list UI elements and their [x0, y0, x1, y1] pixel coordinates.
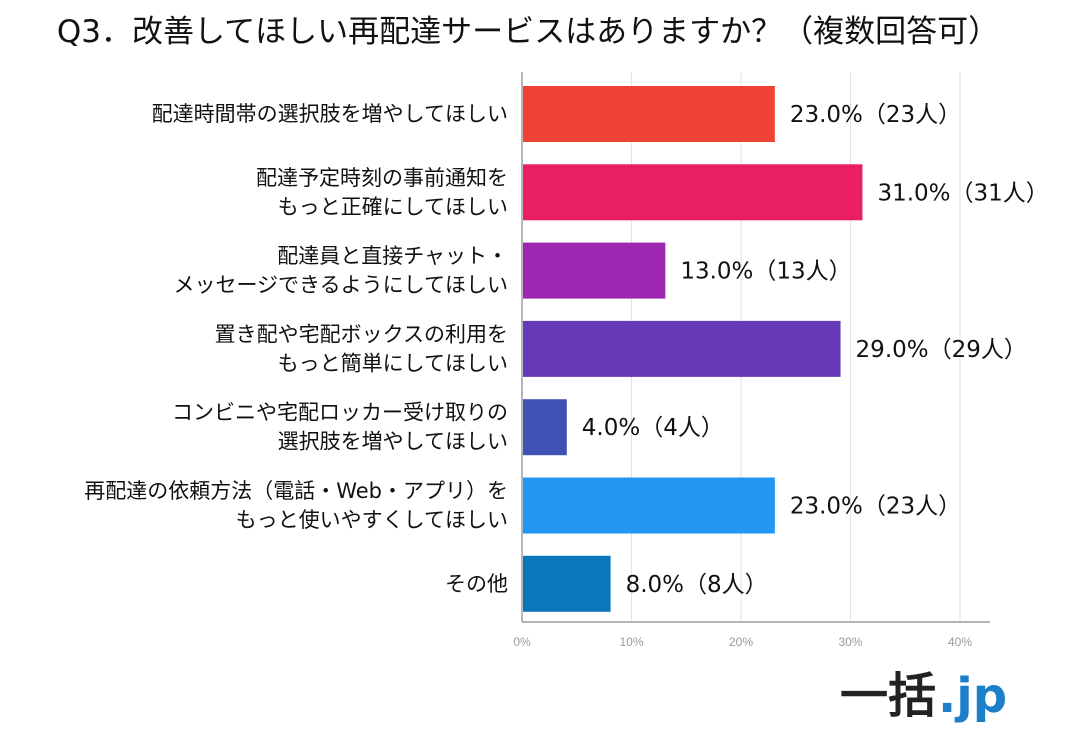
bar-2 — [523, 164, 863, 221]
data-labels: 23.0%（23人） 31.0%（31人） 13.0%（13人） 29.0%（29人）… — [582, 102, 1049, 598]
category-label-2-line-2: もっと正確にしてほしい — [278, 195, 508, 219]
tick-label-20: 20% — [729, 635, 753, 649]
bar-3 — [523, 242, 666, 299]
data-label-1: 23.0%（23人） — [790, 102, 961, 128]
tick-label-30: 30% — [838, 635, 862, 649]
category-labels: 配達時間帯の選択肢を増やしてほしい配達予定時刻の事前通知をもっと正確にしてほしい… — [84, 102, 508, 596]
bar-4 — [523, 320, 841, 377]
tick-label-10: 10% — [619, 635, 643, 649]
bar-1 — [523, 86, 775, 142]
category-label-6-line-1: 再配達の依頼方法（電話・Web・アプリ）を — [84, 479, 508, 503]
x-axis-ticks: 0% 10% 20% 30% 40% — [513, 635, 972, 649]
category-label-2-line-1: 配達予定時刻の事前通知を — [256, 166, 508, 190]
category-label-3-line-2: メッセージできるようにしてほしい — [173, 273, 508, 297]
data-label-2: 31.0%（31人） — [877, 180, 1048, 206]
category-label-4-line-1: 置き配や宅配ボックスの利用を — [215, 322, 508, 346]
tick-label-0: 0% — [513, 635, 531, 649]
tick-label-40: 40% — [948, 635, 972, 649]
category-label-7: その他 — [445, 572, 508, 596]
bar-7 — [523, 555, 611, 612]
category-label-6-line-2: もっと使いやすくしてほしい — [236, 508, 508, 532]
bars — [523, 86, 863, 612]
data-label-3: 13.0%（13人） — [680, 259, 851, 285]
data-label-5: 4.0%（4人） — [582, 415, 724, 441]
data-label-7: 8.0%（8人） — [626, 572, 768, 598]
logo-text: 一括 — [840, 668, 936, 724]
bar-6 — [523, 477, 775, 534]
category-label-1: 配達時間帯の選択肢を増やしてほしい — [152, 102, 508, 126]
brand-logo: 一括 .jp — [840, 668, 1007, 724]
category-label-5-line-1: コンビニや宅配ロッカー受け取りの — [172, 401, 508, 425]
category-label-3-line-1: 配達員と直接チャット・ — [277, 244, 508, 268]
data-label-4: 29.0%（29人） — [856, 337, 1027, 363]
chart-title: Q3．改善してほしい再配達サービスはありますか？（複数回答可） — [57, 14, 999, 50]
data-label-6: 23.0%（23人） — [790, 494, 961, 520]
category-label-5-line-2: 選択肢を増やしてほしい — [278, 430, 508, 454]
logo-domain: .jp — [938, 668, 1007, 724]
bar-5 — [523, 399, 567, 456]
category-label-4-line-2: もっと簡単にしてほしい — [278, 351, 508, 375]
